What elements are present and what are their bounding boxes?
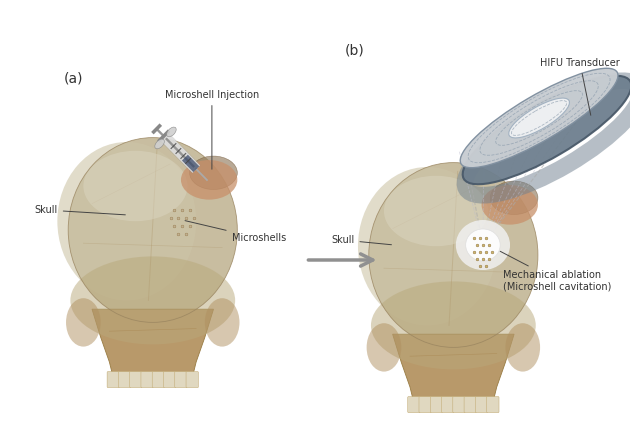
FancyBboxPatch shape (419, 396, 431, 413)
FancyBboxPatch shape (475, 396, 488, 413)
Ellipse shape (66, 298, 101, 347)
Ellipse shape (68, 138, 237, 323)
Text: Skull: Skull (35, 205, 125, 215)
Ellipse shape (384, 176, 488, 246)
FancyBboxPatch shape (164, 371, 176, 388)
Polygon shape (392, 334, 514, 405)
Ellipse shape (205, 298, 240, 347)
Text: HIFU Transducer: HIFU Transducer (540, 58, 620, 115)
Ellipse shape (358, 167, 497, 326)
Ellipse shape (58, 142, 196, 300)
FancyBboxPatch shape (141, 371, 153, 388)
FancyBboxPatch shape (174, 371, 187, 388)
Ellipse shape (70, 257, 235, 344)
Ellipse shape (460, 68, 618, 168)
Ellipse shape (155, 139, 164, 149)
FancyBboxPatch shape (442, 396, 454, 413)
FancyBboxPatch shape (107, 371, 119, 388)
Ellipse shape (466, 229, 500, 261)
Ellipse shape (463, 76, 631, 184)
Ellipse shape (369, 163, 538, 347)
Text: (a): (a) (64, 71, 84, 85)
Ellipse shape (482, 185, 538, 225)
FancyBboxPatch shape (487, 396, 499, 413)
FancyBboxPatch shape (152, 371, 165, 388)
FancyBboxPatch shape (430, 396, 443, 413)
FancyBboxPatch shape (130, 371, 142, 388)
Ellipse shape (371, 281, 535, 369)
FancyBboxPatch shape (408, 396, 420, 413)
Ellipse shape (505, 323, 540, 371)
Text: (b): (b) (345, 44, 365, 58)
FancyBboxPatch shape (118, 371, 131, 388)
Text: Microshell Injection: Microshell Injection (165, 90, 259, 169)
Text: Mechanical ablation
(Microshell cavitation): Mechanical ablation (Microshell cavitati… (500, 251, 611, 291)
Ellipse shape (190, 156, 237, 190)
FancyBboxPatch shape (464, 396, 477, 413)
Polygon shape (92, 309, 213, 380)
FancyBboxPatch shape (186, 371, 199, 388)
Text: Skull: Skull (331, 235, 392, 245)
FancyBboxPatch shape (453, 396, 465, 413)
Ellipse shape (456, 220, 510, 270)
Ellipse shape (490, 181, 538, 215)
Ellipse shape (83, 151, 187, 221)
Ellipse shape (181, 160, 237, 200)
Ellipse shape (367, 323, 401, 371)
Ellipse shape (509, 98, 569, 138)
Text: Microshells: Microshells (185, 221, 286, 243)
Ellipse shape (167, 127, 176, 137)
